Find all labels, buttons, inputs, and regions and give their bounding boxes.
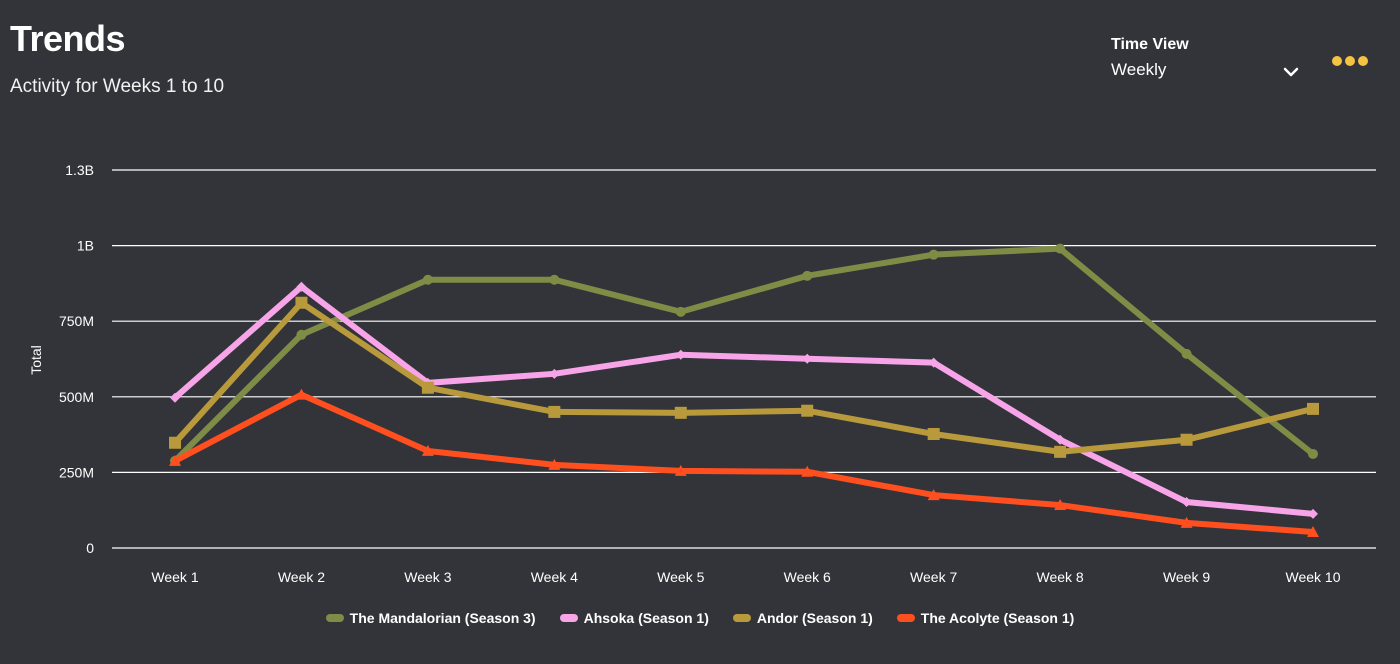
- x-tick-label: Week 2: [278, 569, 325, 585]
- data-point[interactable]: [296, 329, 307, 340]
- x-tick-label: Week 9: [1163, 569, 1210, 585]
- more-dots-icon: [1345, 56, 1355, 66]
- data-point[interactable]: [1308, 508, 1318, 519]
- y-tick-label: 1.3B: [65, 162, 94, 178]
- page-title: Trends: [10, 18, 126, 59]
- y-tick-label: 1B: [77, 238, 94, 254]
- legend-item[interactable]: Ahsoka (Season 1): [559, 610, 709, 626]
- x-tick-label: Week 4: [531, 569, 578, 585]
- data-point[interactable]: [421, 381, 434, 394]
- legend-item[interactable]: Andor (Season 1): [732, 610, 873, 626]
- y-tick-label: 0: [86, 540, 94, 556]
- legend-item[interactable]: The Acolyte (Season 1): [896, 610, 1075, 626]
- legend-swatch-icon: [559, 614, 578, 622]
- y-tick-label: 750M: [59, 313, 94, 329]
- data-point[interactable]: [801, 404, 814, 417]
- data-point[interactable]: [169, 454, 181, 466]
- legend-swatch-icon: [732, 614, 751, 622]
- series-line: [173, 391, 1314, 535]
- y-axis-label: Total: [28, 345, 44, 375]
- trends-line-chart: 0 250M 500M 750M 1B 1.3B Week 1 Week 2 Week 3 We…: [28, 162, 1376, 585]
- legend-swatch-icon: [896, 614, 915, 622]
- time-view-dropdown[interactable]: Weekly: [1111, 60, 1301, 84]
- data-point[interactable]: [674, 406, 687, 419]
- data-point[interactable]: [548, 405, 561, 418]
- data-point[interactable]: [1181, 348, 1192, 359]
- legend-swatch-icon: [325, 614, 344, 622]
- legend-label: The Acolyte (Season 1): [920, 610, 1075, 626]
- data-point[interactable]: [422, 274, 433, 285]
- time-view-label: Time View: [1111, 36, 1189, 53]
- data-point[interactable]: [928, 357, 939, 368]
- data-point[interactable]: [295, 296, 308, 309]
- series-2: [169, 296, 1319, 458]
- series-line: [173, 282, 1314, 517]
- time-view-selected: Weekly: [1111, 60, 1167, 79]
- x-tick-label: Week 7: [910, 569, 957, 585]
- legend-label: Ahsoka (Season 1): [583, 610, 709, 626]
- data-point[interactable]: [169, 436, 181, 449]
- data-point[interactable]: [296, 281, 307, 292]
- data-point[interactable]: [1181, 497, 1192, 508]
- x-tick-label: Week 10: [1286, 569, 1341, 585]
- data-point[interactable]: [1308, 448, 1318, 459]
- data-point[interactable]: [674, 464, 687, 476]
- data-point[interactable]: [421, 444, 434, 456]
- legend-label: The Mandalorian (Season 3): [349, 610, 536, 626]
- more-dots-icon: [1332, 56, 1342, 66]
- chevron-down-icon: [1283, 67, 1299, 77]
- data-point[interactable]: [1054, 499, 1067, 511]
- data-point[interactable]: [928, 249, 939, 260]
- legend-item[interactable]: The Mandalorian (Season 3): [325, 610, 536, 626]
- data-point[interactable]: [1307, 402, 1319, 415]
- chart-legend: The Mandalorian (Season 3) Ahsoka (Season…: [0, 610, 1400, 626]
- x-tick-label: Week 5: [657, 569, 704, 585]
- data-point[interactable]: [927, 489, 940, 501]
- data-point[interactable]: [1180, 433, 1193, 446]
- x-tick-label: Week 1: [151, 569, 198, 585]
- data-point[interactable]: [675, 306, 686, 317]
- data-point[interactable]: [549, 274, 560, 285]
- y-tick-label: 500M: [59, 389, 94, 405]
- data-point[interactable]: [548, 458, 561, 470]
- data-point[interactable]: [675, 349, 686, 360]
- data-point[interactable]: [549, 368, 560, 379]
- data-point[interactable]: [1055, 243, 1066, 254]
- series-line: [172, 245, 1315, 464]
- data-point[interactable]: [802, 353, 813, 364]
- data-point[interactable]: [801, 465, 814, 477]
- series-line: [172, 298, 1314, 455]
- data-point[interactable]: [802, 270, 813, 281]
- more-options-button[interactable]: [1332, 54, 1372, 68]
- more-dots-icon: [1358, 56, 1368, 66]
- series-3: [169, 388, 1319, 537]
- series-0: [170, 243, 1318, 466]
- data-point[interactable]: [1055, 434, 1066, 445]
- y-tick-label: 250M: [59, 464, 94, 480]
- data-point[interactable]: [1054, 445, 1067, 458]
- x-tick-label: Week 8: [1037, 569, 1084, 585]
- data-point[interactable]: [1307, 525, 1319, 537]
- x-tick-label: Week 3: [404, 569, 451, 585]
- series-1: [170, 281, 1318, 519]
- data-point[interactable]: [170, 392, 180, 403]
- x-tick-label: Week 6: [784, 569, 831, 585]
- page-subtitle: Activity for Weeks 1 to 10: [10, 76, 225, 97]
- data-point[interactable]: [295, 388, 308, 400]
- legend-label: Andor (Season 1): [756, 610, 873, 626]
- data-point[interactable]: [1180, 516, 1193, 528]
- data-point[interactable]: [927, 427, 940, 440]
